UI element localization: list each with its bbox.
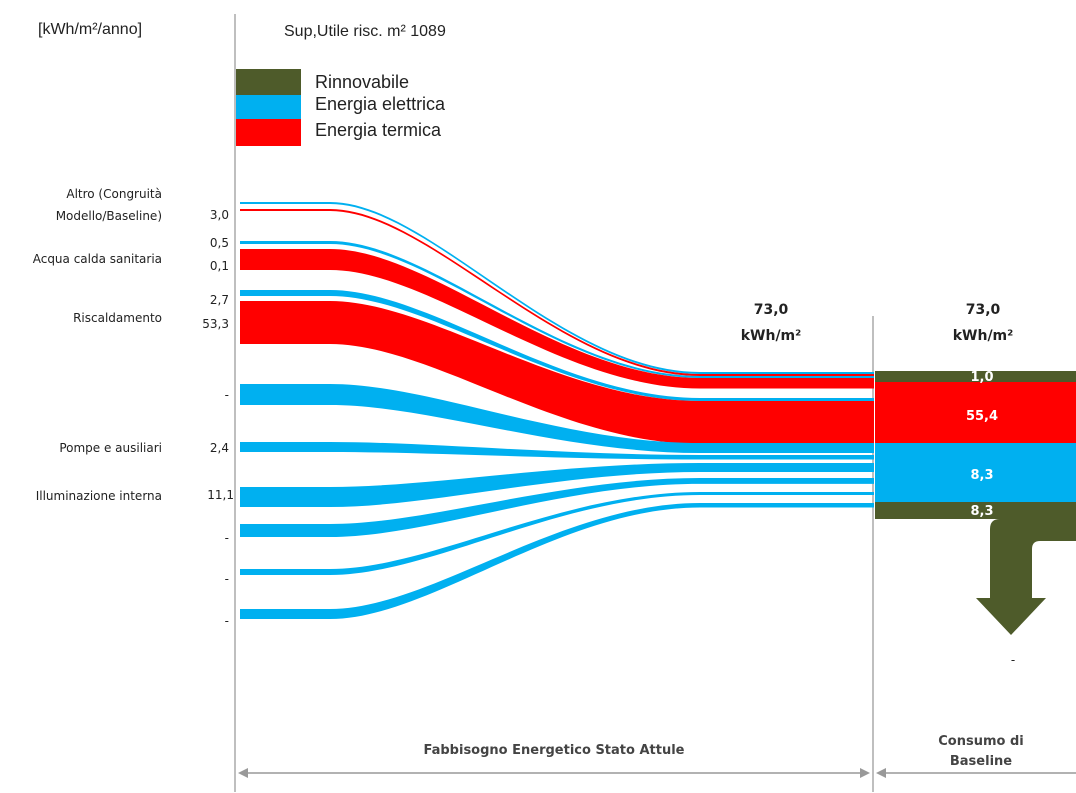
flow-bands: [240, 202, 874, 619]
flow-band-7: [240, 384, 874, 453]
baseline-seg-electric-label: 8,3: [970, 468, 993, 483]
total-need-value: 73,0: [754, 302, 789, 318]
row-value-illuminazione: 11,1: [207, 488, 234, 502]
row-value-blank-4: -: [225, 614, 229, 628]
baseline-bar: 1,0 55,4 8,3 8,3: [875, 370, 1076, 519]
baseline-seg-renewable-bottom-label: 8,3: [970, 504, 993, 519]
surface-label: Sup,Utile risc. m² 1089: [284, 23, 446, 40]
flow-band-8: [240, 442, 874, 460]
legend-swatch-renewable: [236, 69, 301, 95]
total-baseline-unit: kWh/m²: [953, 328, 1014, 344]
baseline-seg-thermal-label: 55,4: [966, 409, 998, 424]
row-label-illuminazione: Illuminazione interna: [36, 489, 162, 503]
legend-swatch-thermal: [236, 119, 301, 146]
flow-band-9: [240, 463, 874, 507]
row-label-pompe: Pompe e ausiliari: [59, 441, 162, 455]
legend: Rinnovabile Energia elettrica Energia te…: [236, 69, 446, 146]
row-value-pompe: 2,4: [210, 441, 229, 455]
row-value-risc-th: 53,3: [202, 317, 229, 331]
baseline-seg-renewable-top-label: 1,0: [970, 370, 993, 385]
footer-right-label-2: Baseline: [950, 754, 1012, 769]
footer-left-label: Fabbisogno Energetico Stato Attule: [423, 743, 684, 758]
flow-band-12: [240, 503, 874, 619]
flow-band-6: [240, 301, 874, 444]
row-value-risc-el: 2,7: [210, 293, 229, 307]
baseline-seg-electric: [875, 443, 1076, 502]
legend-label-thermal: Energia termica: [315, 120, 442, 140]
row-label-altro-1: Altro (Congruità: [66, 187, 162, 201]
row-value-blank-2: -: [225, 531, 229, 545]
unit-label: [kWh/m²/anno]: [38, 21, 142, 38]
row-values: 3,0 0,5 0,1 2,7 53,3 - 2,4 11,1 - - -: [202, 208, 234, 628]
legend-label-electric: Energia elettrica: [315, 94, 446, 114]
flow-band-10: [240, 478, 874, 537]
total-need-unit: kWh/m²: [741, 328, 802, 344]
export-arrow-icon: [976, 519, 1076, 635]
footer-right-label-1: Consumo di: [938, 734, 1023, 749]
legend-swatch-electric: [236, 95, 301, 119]
row-label-riscaldamento: Riscaldamento: [73, 311, 162, 325]
row-value-blank-3: -: [225, 572, 229, 586]
baseline-seg-thermal: [875, 382, 1076, 443]
dimension-lines: [238, 768, 1076, 778]
row-labels: Altro (Congruità Modello/Baseline) Acqua…: [33, 187, 162, 503]
total-baseline-value: 73,0: [966, 302, 1001, 318]
legend-label-renewable: Rinnovabile: [315, 72, 409, 92]
row-label-acqua: Acqua calda sanitaria: [33, 252, 162, 266]
baseline-seg-renewable-top: [875, 371, 1076, 382]
export-value: -: [1011, 653, 1015, 667]
row-label-altro-2: Modello/Baseline): [56, 209, 162, 223]
row-value-acqua-th: 0,1: [210, 259, 229, 273]
row-value-acqua-el: 0,5: [210, 236, 229, 250]
baseline-seg-renewable-bottom: [875, 502, 1076, 519]
row-value-altro: 3,0: [210, 208, 229, 222]
flow-band-4: [240, 249, 874, 389]
row-value-blank-1: -: [225, 388, 229, 402]
